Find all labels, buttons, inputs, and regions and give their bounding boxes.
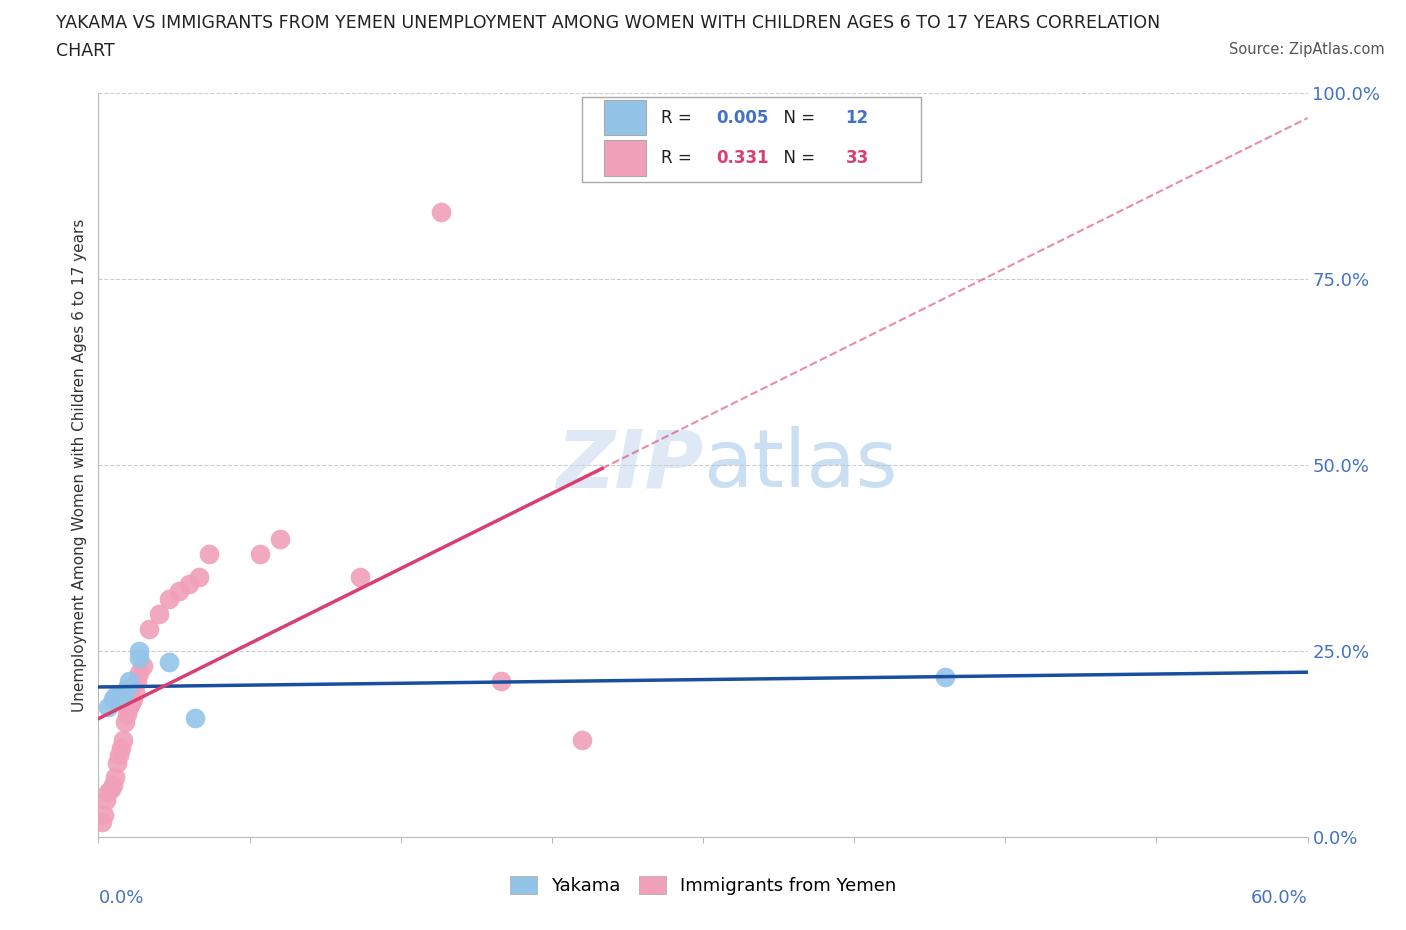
- Text: 0.005: 0.005: [716, 109, 769, 126]
- Text: N =: N =: [773, 109, 821, 126]
- Point: [91, 815, 114, 830]
- Point: [105, 755, 128, 770]
- Point: [97, 785, 120, 800]
- Point: [93, 807, 115, 822]
- Point: [198, 547, 221, 562]
- FancyBboxPatch shape: [603, 140, 647, 176]
- Point: [934, 670, 956, 684]
- Point: [121, 692, 143, 707]
- Point: [101, 692, 124, 707]
- Point: [124, 684, 146, 699]
- Point: [118, 673, 141, 688]
- Point: [107, 748, 129, 763]
- Text: 60.0%: 60.0%: [1251, 889, 1308, 907]
- Text: R =: R =: [661, 109, 697, 126]
- Point: [120, 696, 142, 711]
- FancyBboxPatch shape: [603, 100, 647, 136]
- Point: [128, 644, 150, 658]
- Legend: Yakama, Immigrants from Yemen: Yakama, Immigrants from Yemen: [502, 869, 904, 902]
- Text: atlas: atlas: [703, 426, 897, 504]
- Point: [184, 711, 207, 725]
- Point: [103, 688, 125, 703]
- Point: [111, 733, 134, 748]
- Text: R =: R =: [661, 149, 697, 166]
- Point: [115, 707, 138, 722]
- Point: [114, 714, 136, 729]
- Point: [101, 777, 124, 792]
- Text: YAKAMA VS IMMIGRANTS FROM YEMEN UNEMPLOYMENT AMONG WOMEN WITH CHILDREN AGES 6 TO: YAKAMA VS IMMIGRANTS FROM YEMEN UNEMPLOY…: [56, 14, 1160, 32]
- Point: [96, 792, 118, 807]
- Text: 33: 33: [845, 149, 869, 166]
- Point: [128, 651, 150, 666]
- Point: [125, 673, 148, 688]
- Text: Source: ZipAtlas.com: Source: ZipAtlas.com: [1229, 42, 1385, 57]
- Point: [188, 569, 211, 584]
- Point: [115, 681, 138, 696]
- Point: [491, 673, 513, 688]
- Point: [148, 606, 170, 621]
- Point: [157, 655, 180, 670]
- Point: [157, 591, 180, 606]
- Point: [430, 205, 453, 219]
- Point: [128, 666, 150, 681]
- Point: [249, 547, 271, 562]
- Text: N =: N =: [773, 149, 821, 166]
- Point: [118, 699, 141, 714]
- Point: [110, 740, 132, 755]
- Text: 0.331: 0.331: [716, 149, 769, 166]
- Point: [138, 621, 160, 636]
- Point: [179, 577, 201, 591]
- FancyBboxPatch shape: [582, 97, 921, 182]
- Y-axis label: Unemployment Among Women with Children Ages 6 to 17 years: Unemployment Among Women with Children A…: [72, 219, 87, 711]
- Text: 0.0%: 0.0%: [98, 889, 143, 907]
- Point: [349, 569, 371, 584]
- Point: [103, 770, 125, 785]
- Text: CHART: CHART: [56, 42, 115, 60]
- Point: [132, 658, 155, 673]
- Point: [571, 733, 593, 748]
- Text: ZIP: ZIP: [555, 426, 703, 504]
- Text: 12: 12: [845, 109, 869, 126]
- Point: [111, 688, 134, 703]
- Point: [269, 532, 291, 547]
- Point: [100, 781, 122, 796]
- Point: [97, 699, 120, 714]
- Point: [167, 584, 190, 599]
- Point: [107, 688, 129, 703]
